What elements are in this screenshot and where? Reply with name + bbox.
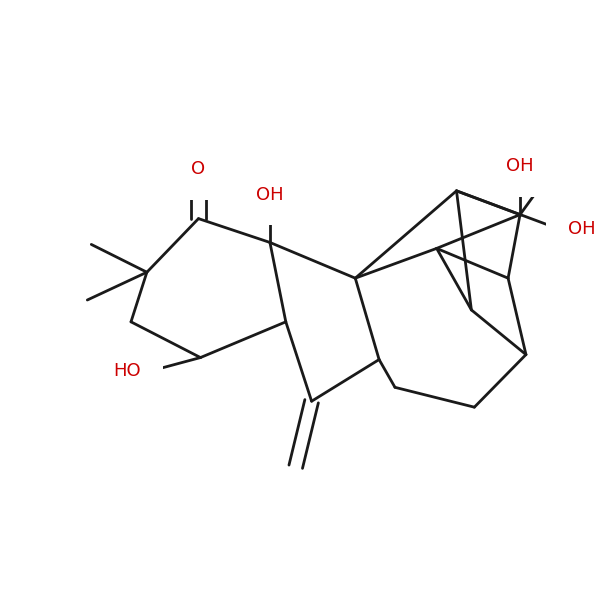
Text: HO: HO xyxy=(113,362,141,380)
Text: O: O xyxy=(191,160,206,178)
Text: OH: OH xyxy=(568,220,595,238)
Text: OH: OH xyxy=(256,186,284,204)
Text: OH: OH xyxy=(506,157,534,175)
